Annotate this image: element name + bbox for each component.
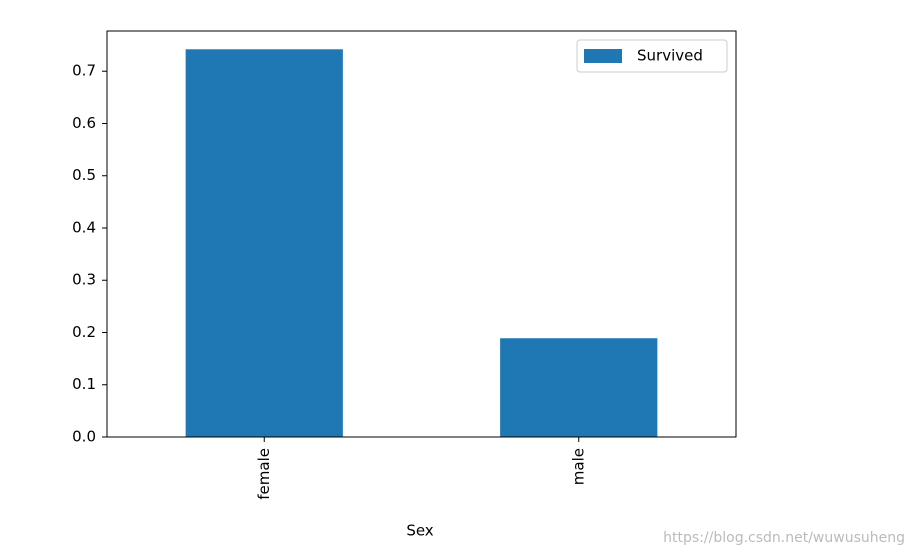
y-tick-label: 0.4 xyxy=(72,218,96,236)
y-tick-label: 0.5 xyxy=(72,166,96,184)
y-tick-label: 0.2 xyxy=(72,323,96,341)
legend-swatch xyxy=(584,49,622,63)
y-tick-label: 0.3 xyxy=(72,271,96,289)
x-axis-label: Sex xyxy=(406,522,433,540)
bar xyxy=(185,49,343,437)
x-tick-label: female xyxy=(255,448,273,500)
watermark: https://blog.csdn.net/wuwusuheng xyxy=(663,530,905,546)
y-tick-label: 0.0 xyxy=(72,428,96,446)
y-tick-label: 0.1 xyxy=(72,375,96,393)
legend-box xyxy=(576,39,728,73)
bar xyxy=(500,338,658,437)
plot-frame xyxy=(106,30,737,438)
y-tick-label: 0.6 xyxy=(72,114,96,132)
legend-label: Survived xyxy=(637,47,703,65)
x-tick-label: male xyxy=(569,448,587,485)
y-tick-label: 0.7 xyxy=(72,62,96,80)
